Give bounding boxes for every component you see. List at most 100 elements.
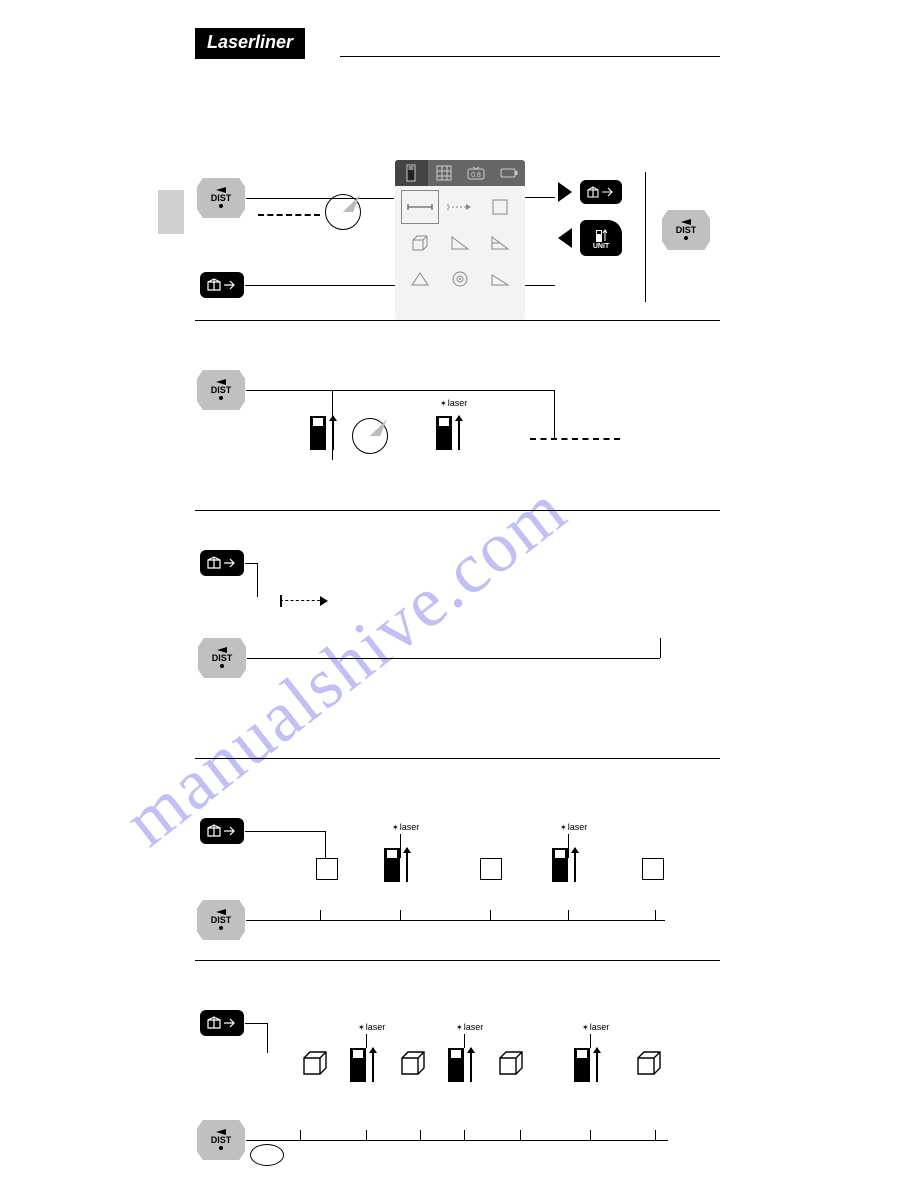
section-rule [195,320,720,321]
page-ellipse [250,1144,284,1166]
device-icon [436,416,452,450]
connector [245,285,395,286]
tick [464,1130,465,1140]
laser-label: laser [560,822,587,832]
volume-icon [634,1048,664,1078]
area-icon [642,858,664,880]
watermark: manualshive.com [109,468,582,863]
unit-button[interactable]: UNIT [580,220,622,256]
up-arrow-icon [372,1048,374,1082]
device-icon [384,848,400,882]
tick [590,1130,591,1140]
device-icon [350,1048,366,1082]
side-tab [158,190,184,234]
laser-label: laser [456,1022,483,1032]
connector [246,920,665,921]
dist-label: DIST [212,653,233,663]
connector [325,831,326,859]
mode-button[interactable] [200,818,244,844]
connector [247,658,660,659]
dashed-line [258,214,320,216]
connector [525,197,555,198]
tab-grid-icon[interactable] [428,160,461,186]
area-icon [480,858,502,880]
tab-device-icon[interactable] [395,160,428,186]
tick [655,1130,656,1140]
dist-button[interactable]: DIST [198,638,246,678]
up-arrow-icon [458,416,460,450]
connector [525,285,555,286]
up-arrow-icon [596,1048,598,1082]
svg-text:0.8: 0.8 [471,172,481,179]
volume-icon [496,1048,526,1078]
tick [568,910,569,920]
dist-button[interactable]: DIST [197,178,245,218]
mode-button[interactable] [200,272,244,298]
connector [267,1023,268,1053]
tab-display-icon[interactable]: 0.8 [460,160,493,186]
tick [655,910,656,920]
laser-label: laser [582,1022,609,1032]
dist-label: DIST [211,193,232,203]
tick [490,910,491,920]
tick [400,910,401,920]
menu-triangle4-icon[interactable] [481,262,519,296]
connector [245,563,257,564]
timer-icon [352,418,388,454]
up-arrow-icon [574,848,576,882]
up-arrow-icon [332,416,334,450]
menu-tabs[interactable]: 0.8 [395,160,525,186]
connector [257,563,258,597]
dist-button[interactable]: DIST [197,370,245,410]
menu-grid [395,186,525,300]
mode-button[interactable] [200,550,244,576]
tick [520,1130,521,1140]
dist-button[interactable]: DIST [662,210,710,250]
menu-volume-icon[interactable] [401,226,439,260]
connector [246,198,394,199]
menu-triangle2-icon[interactable] [481,226,519,260]
nav-hints: UNIT [558,180,630,272]
mode-button-small[interactable] [580,180,622,204]
tick [300,1130,301,1140]
connector [246,1140,668,1141]
device-icon [552,848,568,882]
connector [568,834,569,858]
menu-triangle1-icon[interactable] [441,226,479,260]
connector [400,834,401,858]
up-arrow-icon [406,848,408,882]
menu-continuous-icon[interactable] [441,190,479,224]
tick [366,1130,367,1140]
laser-label: laser [392,822,419,832]
menu-triangle3-icon[interactable] [401,262,439,296]
device-icon [574,1048,590,1082]
separator [645,172,646,302]
mode-button[interactable] [200,1010,244,1036]
connector [245,831,325,832]
connector [590,1034,591,1048]
dist-button[interactable]: DIST [197,1120,245,1160]
menu-distance-icon[interactable] [401,190,439,224]
section-rule [195,510,720,511]
dist-button[interactable]: DIST [197,900,245,940]
tick [320,910,321,920]
connector [245,1023,267,1024]
menu-target-icon[interactable] [441,262,479,296]
menu-area-icon[interactable] [481,190,519,224]
right-arrow-icon [558,182,572,202]
unit-label: UNIT [593,243,609,250]
function-menu[interactable]: 0.8 [395,160,525,320]
connector [366,1034,367,1048]
left-arrow-icon [558,228,572,248]
connector [554,390,555,440]
volume-icon [300,1048,330,1078]
laser-label: laser [440,398,467,408]
up-arrow-icon [470,1048,472,1082]
section-rule [195,960,720,961]
tab-battery-icon[interactable] [493,160,526,186]
section-rule [195,758,720,759]
volume-icon [398,1048,428,1078]
device-icon [310,416,326,450]
dist-label: DIST [676,225,697,235]
laser-label: laser [358,1022,385,1032]
